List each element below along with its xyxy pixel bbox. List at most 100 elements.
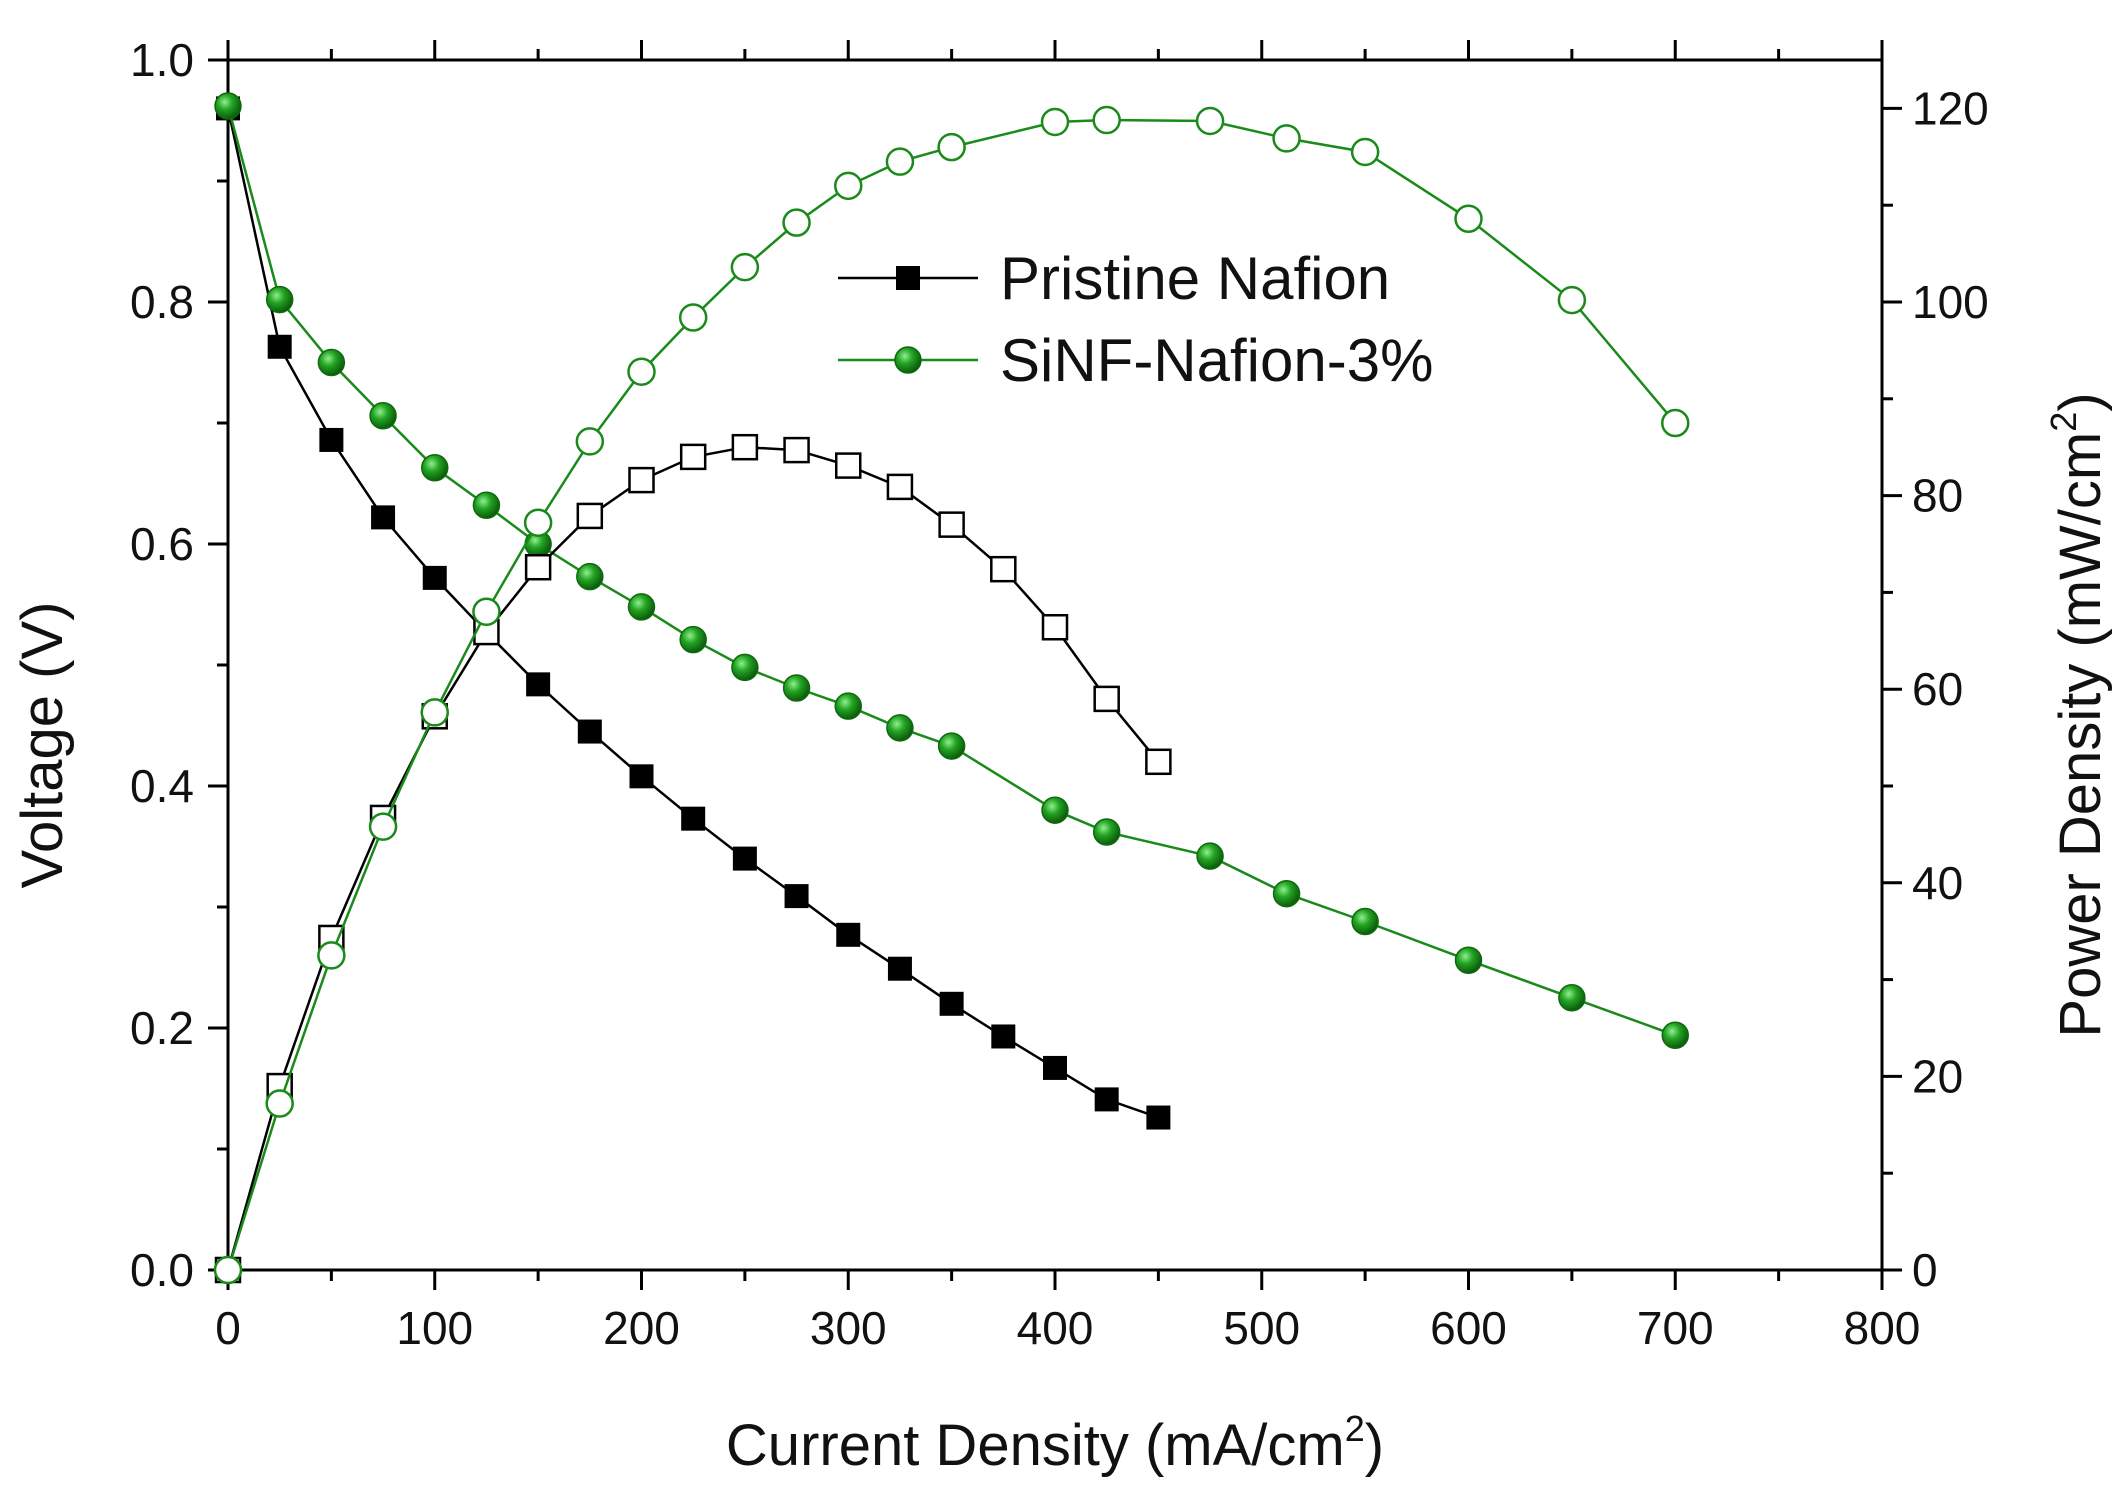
data-point (1350, 137, 1380, 167)
x-tick-label: 200 (603, 1302, 680, 1354)
data-point (575, 427, 605, 456)
data-point (576, 562, 604, 591)
data-point (886, 714, 914, 742)
y-left-tick-label: 0.6 (130, 518, 194, 570)
data-point (784, 884, 809, 909)
x-tick-label: 600 (1430, 1302, 1507, 1354)
data-point (1146, 1105, 1171, 1130)
legend-marker-pristine (896, 266, 920, 290)
y-axis-right-title: Power Density (mW/cm2) (2043, 392, 2113, 1037)
data-point (782, 674, 811, 702)
y-left-tick-label: 0.0 (130, 1244, 194, 1296)
y-right-tick-label: 60 (1912, 663, 1963, 715)
data-point (1145, 748, 1172, 776)
x-tick-label: 300 (810, 1302, 887, 1354)
data-point (1092, 818, 1121, 846)
data-point (1195, 106, 1225, 136)
data-point (369, 401, 397, 430)
data-point (1454, 204, 1483, 234)
y-right-tick-label: 80 (1912, 470, 1963, 522)
x-tick-label: 500 (1223, 1302, 1300, 1354)
data-point (731, 433, 759, 461)
data-point (886, 473, 914, 501)
y-right-tick-label: 100 (1912, 276, 1989, 328)
data-point (1272, 879, 1301, 908)
data-point (834, 171, 863, 201)
data-point (1661, 408, 1690, 438)
data-point (1094, 1087, 1119, 1112)
series-layer (213, 92, 1690, 1285)
data-point (472, 597, 501, 627)
y-right-tick-label: 120 (1912, 82, 1989, 134)
data-point (679, 443, 707, 471)
y-axis-left-title: Voltage (V) (10, 602, 75, 889)
data-point (835, 452, 862, 479)
x-tick-label: 400 (1017, 1302, 1094, 1354)
data-point (1558, 984, 1586, 1012)
x-tick-label: 800 (1844, 1302, 1921, 1354)
series-0 (216, 96, 1171, 1130)
data-point (1661, 1021, 1689, 1050)
x-tick-label: 100 (396, 1302, 473, 1354)
data-point (731, 653, 759, 682)
data-point (267, 334, 292, 359)
legend-label-pristine: Pristine Nafion (1000, 245, 1390, 312)
data-point (834, 692, 862, 720)
data-point (1040, 107, 1070, 137)
series-3 (213, 105, 1690, 1285)
y-right-tick-label: 40 (1912, 857, 1963, 909)
data-point (990, 555, 1017, 583)
data-point (422, 565, 447, 590)
data-point (1557, 285, 1587, 315)
data-point (368, 812, 398, 841)
data-point (679, 625, 707, 654)
data-point (732, 846, 757, 871)
data-point (317, 941, 346, 970)
series-1 (214, 92, 1689, 1050)
data-point (991, 1024, 1016, 1049)
data-point (526, 672, 551, 697)
y-axis-right-title-close: ) (2048, 392, 2113, 411)
x-axis-title-text: Current Density (mA/cm (726, 1413, 1345, 1478)
x-tick-label: 700 (1637, 1302, 1714, 1354)
data-point (265, 285, 294, 314)
data-point (1041, 796, 1069, 824)
data-point (577, 719, 602, 744)
data-point (939, 991, 964, 1016)
x-axis-title-close: ) (1365, 1413, 1384, 1478)
data-point (523, 508, 553, 537)
data-point (627, 357, 656, 386)
data-point (627, 593, 656, 621)
data-point (213, 1255, 243, 1285)
data-point (265, 1089, 294, 1118)
data-point (1196, 842, 1224, 870)
data-point (472, 491, 501, 520)
data-point (1272, 124, 1301, 153)
x-axis-title-sup: 2 (1345, 1408, 1365, 1449)
data-point (783, 436, 810, 464)
data-point (887, 956, 912, 981)
y-axis-right-title-sup: 2 (2043, 412, 2084, 432)
x-tick-label: 0 (215, 1302, 241, 1354)
data-point (1041, 613, 1069, 641)
data-point (1093, 685, 1120, 713)
data-point (524, 553, 552, 581)
data-point (1043, 1055, 1067, 1080)
y-left-tick-label: 0.4 (130, 760, 194, 812)
data-point (937, 132, 966, 162)
tick-labels: 0 100 200 300 400 500 600 700 8000.00.20.40.60.8… (130, 34, 1989, 1354)
data-point (836, 922, 861, 947)
data-point (937, 732, 966, 760)
legend-marker-sinf (894, 346, 922, 374)
data-point (1092, 105, 1121, 135)
data-point (420, 698, 449, 727)
data-point (678, 303, 708, 332)
y-axis-right-title-text: Power Density (mW/cm (2048, 432, 2113, 1038)
data-point (681, 806, 706, 831)
data-point (576, 502, 604, 530)
data-point (938, 511, 965, 538)
data-point (371, 505, 396, 530)
data-point (628, 466, 655, 494)
legend-label-sinf: SiNF-Nafion-3% (1000, 327, 1433, 394)
